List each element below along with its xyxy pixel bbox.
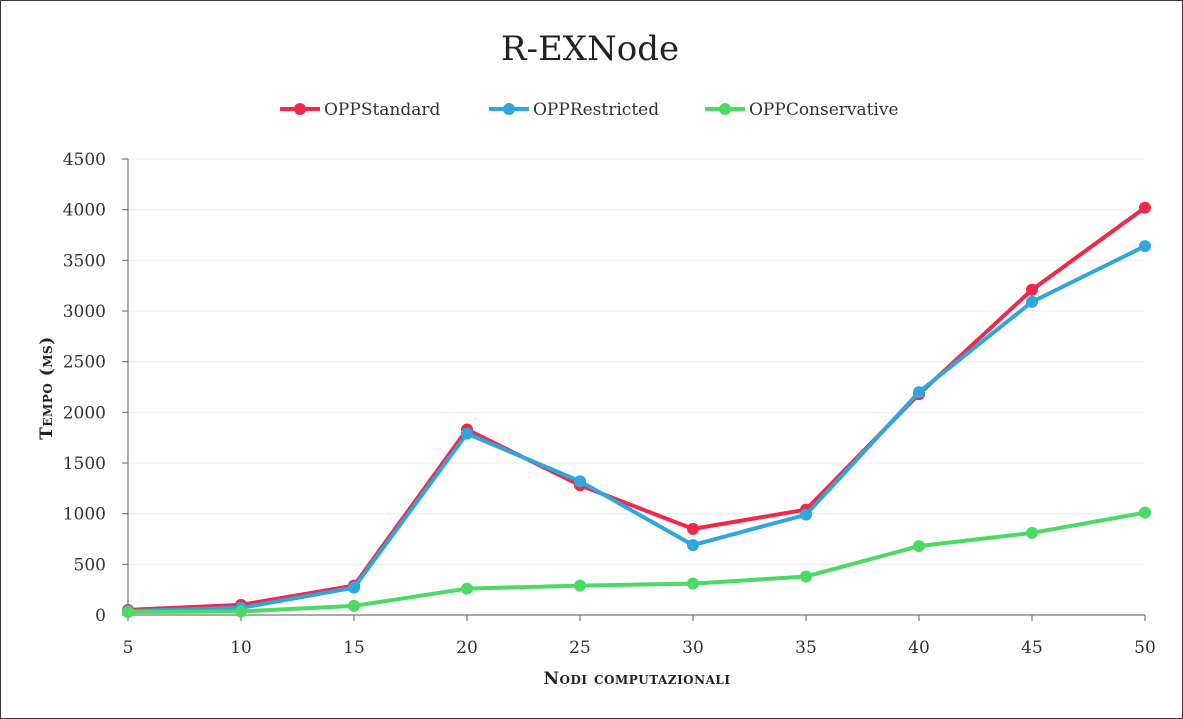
y-tick-label: 2000 [63, 403, 106, 423]
gridlines [128, 158, 1145, 565]
data-point [1139, 201, 1151, 214]
x-tick-label: 50 [1134, 638, 1156, 658]
data-point [687, 539, 699, 552]
legend-label: OPPRestricted [533, 100, 659, 120]
x-tick-label: 45 [1021, 638, 1043, 658]
axes [127, 159, 1145, 616]
legend-marker [503, 103, 515, 115]
data-point [1026, 295, 1038, 308]
y-tick-label: 2500 [63, 353, 106, 373]
x-tick-label: 20 [456, 638, 478, 658]
legend-label: OPPStandard [324, 100, 441, 120]
data-point [1026, 283, 1038, 296]
x-axis-title: Nodi computazionali [544, 669, 731, 689]
series-OPPConservative [122, 506, 1151, 618]
data-point [687, 577, 699, 590]
x-tick-label: 40 [908, 638, 930, 658]
data-point [461, 427, 473, 440]
y-tick-labels: 0 500 1000 1500 2000 2500 3000 3500 4000 4500 [63, 150, 128, 626]
data-point [348, 599, 360, 612]
data-point [574, 579, 586, 592]
y-tick-label: 1500 [63, 454, 106, 474]
legend: OPPStandard OPPRestricted OPPConservative [280, 100, 899, 120]
legend-item: OPPStandard [280, 100, 441, 120]
data-point [574, 475, 586, 488]
data-point [800, 570, 812, 583]
series-line [126, 205, 1147, 612]
series-line [126, 510, 1147, 614]
x-tick-label: 35 [795, 638, 817, 658]
data-point [913, 386, 925, 399]
data-point [800, 508, 812, 521]
x-tick-label: 5 [123, 638, 134, 658]
y-tick-label: 3500 [63, 251, 106, 271]
x-tick-label: 30 [682, 638, 704, 658]
legend-label: OPPConservative [749, 100, 899, 120]
y-tick-label: 0 [95, 606, 106, 626]
x-tick-labels: 5 10 15 20 25 30 35 40 45 50 [123, 615, 1156, 658]
data-point [687, 522, 699, 535]
chart-title: R-EXNode [501, 29, 679, 69]
legend-item: OPPRestricted [489, 100, 659, 120]
data-point [1139, 240, 1151, 253]
data-point [1139, 506, 1151, 519]
data-point [461, 582, 473, 595]
series-line [126, 244, 1147, 613]
data-point [1026, 526, 1038, 539]
x-tick-label: 25 [569, 638, 591, 658]
series-layer [122, 201, 1151, 618]
x-tick-label: 15 [343, 638, 365, 658]
y-tick-label: 500 [74, 555, 106, 575]
series-OPPStandard [122, 201, 1151, 616]
y-tick-label: 4500 [63, 150, 106, 170]
data-point [235, 605, 247, 618]
legend-marker [294, 103, 306, 115]
legend-item: OPPConservative [705, 100, 899, 120]
data-point [122, 605, 134, 618]
data-point [348, 581, 360, 594]
y-axis-title: Tempo (ms) [37, 336, 57, 440]
legend-marker [719, 103, 731, 115]
x-tick-label: 10 [230, 638, 252, 658]
series-OPPRestricted [122, 240, 1151, 617]
y-tick-label: 3000 [63, 302, 106, 322]
y-tick-label: 1000 [63, 505, 106, 525]
data-point [913, 540, 925, 553]
y-tick-label: 4000 [63, 201, 106, 221]
